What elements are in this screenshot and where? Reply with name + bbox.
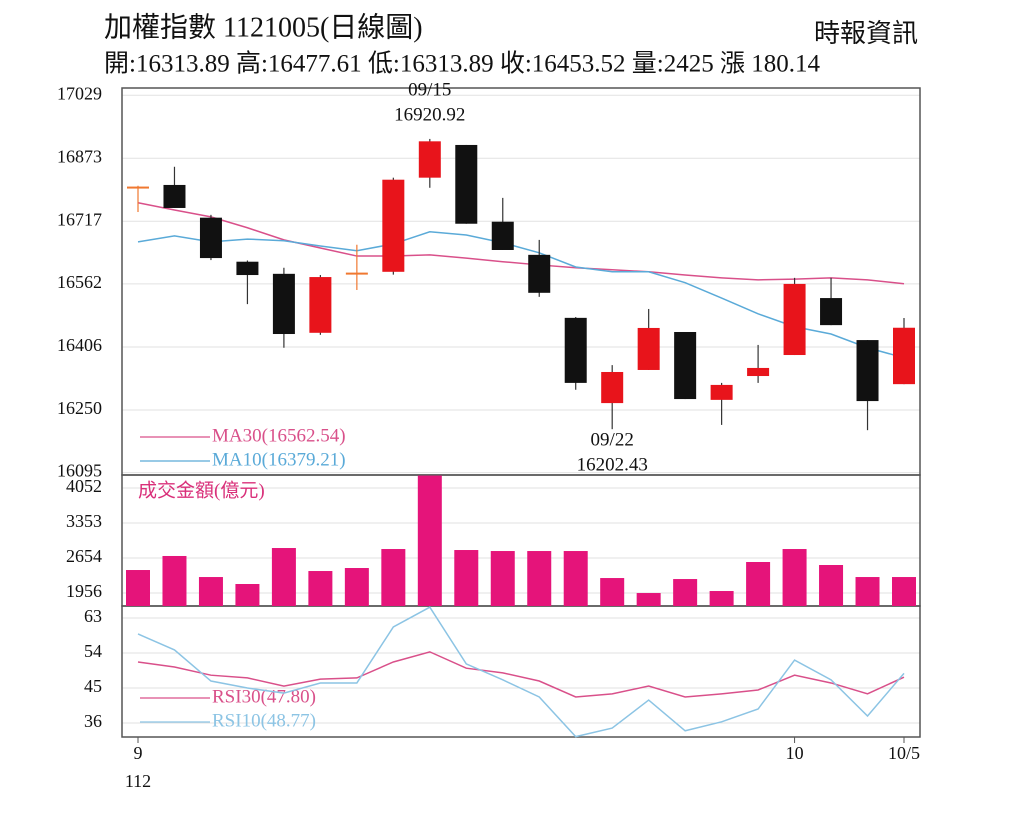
bar [782, 549, 807, 606]
candle-body [309, 277, 332, 333]
candle-body [637, 327, 660, 370]
x-tick-label: 9 [134, 743, 143, 763]
volume-title: 成交金額(億元) [138, 479, 265, 501]
candle-body [601, 371, 624, 404]
y-tick-label: 1956 [66, 581, 102, 601]
y-tick-label: 16250 [57, 398, 102, 418]
bar [126, 570, 150, 606]
candle-body [127, 186, 149, 189]
legend-label: MA10(16379.21) [212, 449, 346, 470]
candle-body [199, 217, 222, 259]
line [137, 651, 905, 698]
bar [162, 555, 187, 606]
y-tick-label: 16095 [57, 461, 102, 481]
candle-body [382, 179, 405, 272]
y-tick-label: 17029 [57, 83, 102, 103]
line [137, 606, 905, 738]
legend-label: RSI10(48.77) [212, 710, 316, 731]
annotation-value: 16920.92 [394, 104, 465, 125]
candle-body [820, 298, 843, 326]
bar [454, 550, 479, 606]
bar [308, 571, 333, 606]
candle-body [747, 367, 770, 377]
candle-body [893, 327, 915, 385]
bar [344, 568, 369, 606]
bar [490, 551, 515, 606]
y-tick-label: 3353 [66, 511, 102, 531]
legend-label: MA30(16562.54) [212, 425, 346, 446]
legend-label: RSI30(47.80) [212, 686, 316, 707]
year-label: 112 [125, 771, 151, 791]
bar [855, 577, 880, 606]
y-tick-label: 2654 [66, 546, 102, 566]
line [137, 201, 905, 285]
bar [709, 591, 734, 606]
candle-body [674, 331, 697, 400]
bar [198, 577, 223, 606]
candle-body [783, 283, 806, 356]
y-tick-label: 54 [84, 641, 102, 661]
bar [527, 551, 552, 606]
bar [271, 548, 296, 606]
bar [819, 565, 844, 606]
y-tick-label: 45 [84, 676, 102, 696]
annotation-date: 09/15 [408, 79, 451, 100]
rsi-panel [121, 605, 921, 738]
candle-body [710, 384, 733, 400]
x-tick-label: 10/5 [888, 743, 920, 763]
subtitle: 開:16313.89 高:16477.61 低:16313.89 收:16453… [104, 50, 820, 78]
bar [892, 577, 916, 606]
bar [235, 583, 260, 606]
candle-body [856, 340, 879, 402]
source: 時報資訊 [814, 19, 918, 48]
y-tick-label: 63 [84, 606, 102, 626]
price-panel [121, 87, 921, 476]
candle-body [564, 317, 587, 383]
y-tick-label: 16873 [57, 146, 102, 166]
candle-body [272, 273, 295, 335]
chart-title: 加權指數 1121005(日線圖) [104, 11, 423, 43]
y-tick-label: 36 [84, 711, 102, 731]
line [137, 231, 905, 359]
bar [746, 561, 771, 606]
bar [600, 578, 625, 606]
bar [563, 551, 588, 606]
y-tick-label: 16562 [57, 272, 102, 292]
candle-body [455, 144, 478, 224]
annotation-value: 16202.43 [577, 455, 648, 476]
bar [381, 549, 406, 606]
annotation-date: 09/22 [591, 430, 634, 451]
candle-body [528, 254, 551, 293]
y-tick-label: 16717 [57, 209, 102, 229]
y-tick-label: 16406 [57, 335, 102, 355]
candle-body [345, 272, 368, 275]
bar [673, 579, 698, 606]
y-tick-label: 4052 [66, 476, 102, 496]
candle-body [418, 141, 441, 178]
candle-body [163, 184, 186, 208]
candle-body [236, 261, 259, 276]
candle-body [491, 221, 514, 250]
bar [636, 593, 661, 606]
bar [417, 475, 442, 606]
x-tick-label: 10 [786, 743, 804, 763]
